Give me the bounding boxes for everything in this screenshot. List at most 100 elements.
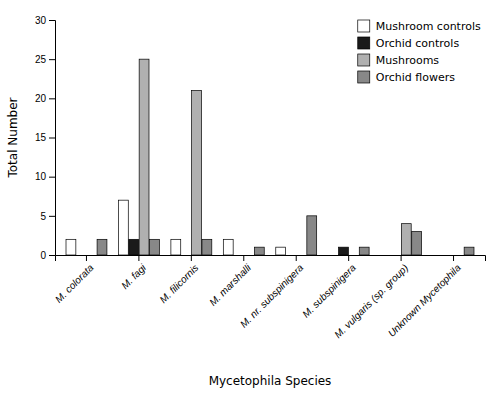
bar bbox=[234, 255, 244, 256]
chart: 0 5 10 15 20 25 30 M. colorata M. fagi M. filicor… bbox=[0, 0, 500, 395]
tick-mark bbox=[49, 98, 55, 99]
x-axis-title: Mycetophila Species bbox=[209, 374, 332, 388]
bar bbox=[328, 255, 338, 256]
tick: M. colorata bbox=[53, 255, 96, 305]
series bbox=[66, 200, 286, 255]
legend-item: Mushrooms bbox=[358, 54, 440, 67]
y-axis: 0 5 10 15 20 25 30 bbox=[35, 15, 56, 261]
tick-mark bbox=[138, 255, 139, 261]
bar bbox=[66, 239, 76, 255]
bar bbox=[171, 239, 181, 255]
tick: M. nr. subspinigera bbox=[238, 255, 306, 330]
bar bbox=[443, 255, 453, 256]
tick-mark bbox=[49, 59, 55, 60]
tick-mark bbox=[49, 138, 55, 139]
tick: 30 bbox=[35, 15, 55, 26]
legend-item: Mushroom controls bbox=[358, 20, 481, 33]
tick: Unknown Mycetophila bbox=[386, 255, 463, 339]
tick-mark bbox=[453, 255, 454, 261]
tick-label: 15 bbox=[35, 132, 47, 143]
tick-mark bbox=[49, 255, 55, 256]
bar bbox=[76, 255, 86, 256]
y-axis-title: Total Number bbox=[6, 97, 20, 178]
tick: 25 bbox=[35, 54, 55, 65]
tick-label: 30 bbox=[35, 15, 47, 26]
tick-mark bbox=[348, 255, 349, 261]
bars bbox=[66, 59, 474, 255]
tick-label: Unknown Mycetophila bbox=[386, 262, 463, 339]
tick-label: M. colorata bbox=[53, 262, 96, 305]
bar bbox=[454, 255, 464, 256]
tick-label: 0 bbox=[40, 250, 46, 261]
tick-label: 25 bbox=[35, 54, 47, 65]
bar bbox=[464, 247, 474, 255]
tick: 5 bbox=[40, 211, 55, 222]
axis-line bbox=[56, 256, 486, 262]
legend-label: Orchid flowers bbox=[376, 71, 455, 84]
legend-swatch bbox=[358, 71, 370, 83]
tick-mark bbox=[296, 255, 297, 261]
tick: M. filicornis bbox=[157, 255, 200, 305]
legend-label: Orchid controls bbox=[376, 37, 460, 50]
tick: 0 bbox=[40, 250, 55, 261]
bar bbox=[339, 247, 349, 255]
bar bbox=[412, 232, 422, 256]
axis-line bbox=[49, 21, 56, 256]
bar bbox=[381, 255, 391, 256]
bar bbox=[150, 239, 160, 255]
tick: M. subspinigera bbox=[300, 255, 358, 320]
tick-mark bbox=[49, 216, 55, 217]
tick-label: 5 bbox=[40, 211, 46, 222]
tick-label: M. filicornis bbox=[157, 262, 200, 305]
legend-label: Mushrooms bbox=[376, 54, 440, 67]
bar bbox=[286, 255, 296, 256]
tick-mark bbox=[49, 20, 55, 21]
tick-mark bbox=[401, 255, 402, 261]
tick: 20 bbox=[35, 93, 55, 104]
bar bbox=[244, 255, 254, 256]
tick-mark bbox=[243, 255, 244, 261]
bar bbox=[254, 247, 264, 255]
tick-mark bbox=[191, 255, 192, 261]
bar bbox=[307, 216, 317, 255]
tick: 15 bbox=[35, 132, 55, 143]
legend: Mushroom controls Orchid controls Mushroom… bbox=[358, 20, 481, 84]
tick-label: M. fagi bbox=[119, 262, 149, 292]
bar bbox=[87, 255, 97, 256]
tick: 10 bbox=[35, 171, 55, 182]
tick-mark bbox=[86, 255, 87, 261]
tick-label: 20 bbox=[35, 93, 47, 104]
legend-label: Mushroom controls bbox=[376, 20, 481, 33]
bar bbox=[223, 239, 233, 255]
bar bbox=[276, 247, 286, 255]
legend-swatch bbox=[358, 37, 370, 49]
bar bbox=[192, 91, 202, 256]
plot: 0 5 10 15 20 25 30 M. colorata M. fagi M. filicor… bbox=[6, 15, 486, 388]
bar bbox=[296, 255, 306, 256]
tick-label: 10 bbox=[35, 171, 47, 182]
series bbox=[97, 216, 474, 255]
bar bbox=[118, 200, 128, 255]
bar bbox=[181, 255, 191, 256]
bar bbox=[359, 247, 369, 255]
tick-label: M. subspinigera bbox=[300, 262, 358, 320]
tick-label: M. marshalli bbox=[207, 262, 253, 308]
bar bbox=[391, 255, 401, 256]
bar bbox=[349, 255, 359, 256]
tick-mark bbox=[49, 177, 55, 178]
tick: M. fagi bbox=[119, 255, 149, 291]
bar bbox=[139, 59, 149, 255]
legend-swatch bbox=[358, 54, 370, 66]
bar bbox=[401, 224, 411, 255]
tick: M. marshalli bbox=[207, 255, 253, 308]
legend-swatch bbox=[358, 20, 370, 32]
x-axis: M. colorata M. fagi M. filicornisM. marsha… bbox=[53, 255, 486, 340]
legend-item: Orchid controls bbox=[358, 37, 460, 50]
bar bbox=[97, 239, 107, 255]
tick-label: M. nr. subspinigera bbox=[238, 262, 306, 330]
bar bbox=[202, 239, 212, 255]
series bbox=[139, 59, 411, 255]
legend-item: Orchid flowers bbox=[358, 71, 455, 84]
bar bbox=[433, 255, 443, 256]
bar bbox=[129, 239, 139, 255]
